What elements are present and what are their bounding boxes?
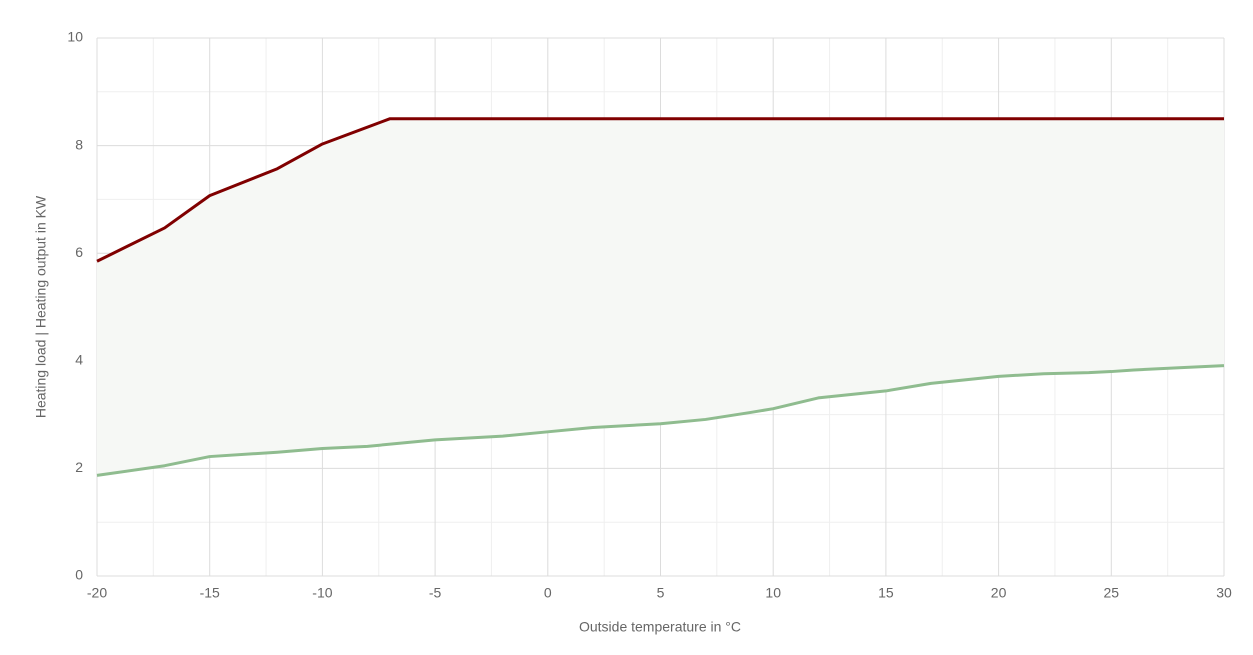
- x-tick-label: 25: [1104, 585, 1120, 601]
- y-tick-label: 2: [75, 459, 83, 475]
- y-tick-label: 6: [75, 244, 83, 260]
- x-tick-label: 20: [991, 585, 1007, 601]
- x-tick-label: 30: [1216, 585, 1232, 601]
- y-tick-label: 8: [75, 136, 83, 152]
- x-tick-label: 5: [657, 585, 665, 601]
- x-tick-label: -10: [312, 585, 332, 601]
- x-tick-label: 0: [544, 585, 552, 601]
- x-tick-label: 10: [765, 585, 781, 601]
- x-tick-label: 15: [878, 585, 894, 601]
- y-tick-label: 0: [75, 567, 83, 583]
- x-tick-label: -15: [200, 585, 220, 601]
- y-axis-title: Heating load | Heating output in KW: [33, 195, 49, 418]
- data-line: [96, 364, 1225, 477]
- x-tick-label: -5: [429, 585, 442, 601]
- background-layer: [96, 37, 1225, 577]
- x-axis-title: Outside temperature in °C: [579, 619, 741, 635]
- x-tick-label: -20: [87, 585, 107, 601]
- y-tick-label: 4: [75, 352, 83, 368]
- band-fill: [97, 118, 1224, 476]
- y-tick-label: 10: [67, 29, 83, 45]
- data-line: [96, 117, 1224, 263]
